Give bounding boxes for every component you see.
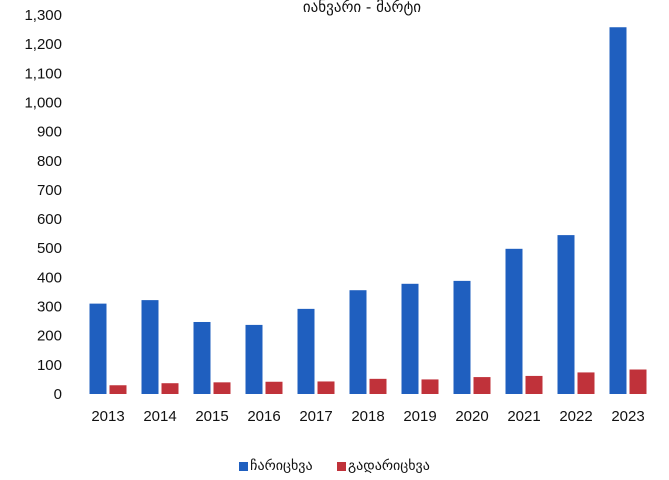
bar-deposits — [193, 321, 211, 394]
y-tick-label: 900 — [37, 124, 62, 141]
bar-transfers — [629, 369, 647, 394]
legend-label-transfers: გადარიცხვა — [348, 458, 430, 474]
bar-deposits — [349, 290, 367, 394]
bar-transfers — [161, 383, 179, 394]
bar-transfers — [265, 381, 283, 394]
x-tick-label: 2018 — [351, 408, 384, 425]
bar-transfers — [213, 382, 231, 394]
y-tick-label: 700 — [37, 182, 62, 199]
y-tick-label: 1,000 — [24, 94, 62, 111]
bar-deposits — [401, 283, 419, 394]
legend-swatch-transfers — [337, 461, 347, 471]
x-tick-label: 2015 — [195, 408, 228, 425]
y-tick-label: 800 — [37, 153, 62, 170]
x-tick-label: 2014 — [143, 408, 176, 425]
x-axis: 2013 2014 2015 2016 2017 2018 2019 2020 2021 2022… — [91, 408, 644, 425]
x-tick-label: 2020 — [455, 408, 488, 425]
chart-title: იანვარი - მარტი — [303, 0, 421, 16]
x-tick-label: 2021 — [507, 408, 540, 425]
y-axis: 0 100 200 300 400 500 600 700 800 900 1,000 1,100 1,… — [24, 7, 62, 403]
bar-deposits — [245, 324, 263, 394]
bar-deposits — [453, 280, 471, 394]
bar-transfers — [577, 372, 595, 394]
bar-transfers — [525, 375, 543, 394]
x-tick-label: 2013 — [91, 408, 124, 425]
x-tick-label: 2019 — [403, 408, 436, 425]
y-tick-label: 300 — [37, 299, 62, 316]
legend-label-deposits: ჩარიცხვა — [250, 458, 313, 474]
bar-deposits — [297, 308, 315, 394]
bar-transfers — [421, 379, 439, 394]
bar-deposits — [141, 300, 159, 394]
y-tick-label: 500 — [37, 240, 62, 257]
bar-transfers — [369, 378, 387, 394]
x-tick-label: 2022 — [559, 408, 592, 425]
legend-item-transfers: გადარიცხვა — [337, 458, 430, 474]
legend: ჩარიცხვა გადარიცხვა — [0, 458, 669, 475]
y-tick-label: 200 — [37, 328, 62, 345]
bar-deposits — [557, 235, 575, 394]
y-tick-label: 600 — [37, 211, 62, 228]
bar-transfers — [317, 381, 335, 394]
x-tick-label: 2016 — [247, 408, 280, 425]
legend-item-deposits: ჩარიცხვა — [239, 458, 313, 474]
bar-deposits — [89, 303, 107, 394]
y-tick-label: 1,200 — [24, 36, 62, 53]
y-tick-label: 0 — [54, 386, 62, 403]
y-tick-label: 1,300 — [24, 7, 62, 24]
x-tick-label: 2017 — [299, 408, 332, 425]
y-tick-label: 1,100 — [24, 65, 62, 82]
bar-transfers — [473, 377, 491, 394]
legend-swatch-deposits — [239, 461, 249, 471]
bar-deposits — [505, 248, 523, 394]
y-tick-label: 100 — [37, 357, 62, 374]
bars — [89, 27, 647, 394]
y-tick-label: 400 — [37, 269, 62, 286]
x-tick-label: 2023 — [611, 408, 644, 425]
bar-deposits — [609, 27, 627, 394]
bar-transfers — [109, 385, 127, 394]
